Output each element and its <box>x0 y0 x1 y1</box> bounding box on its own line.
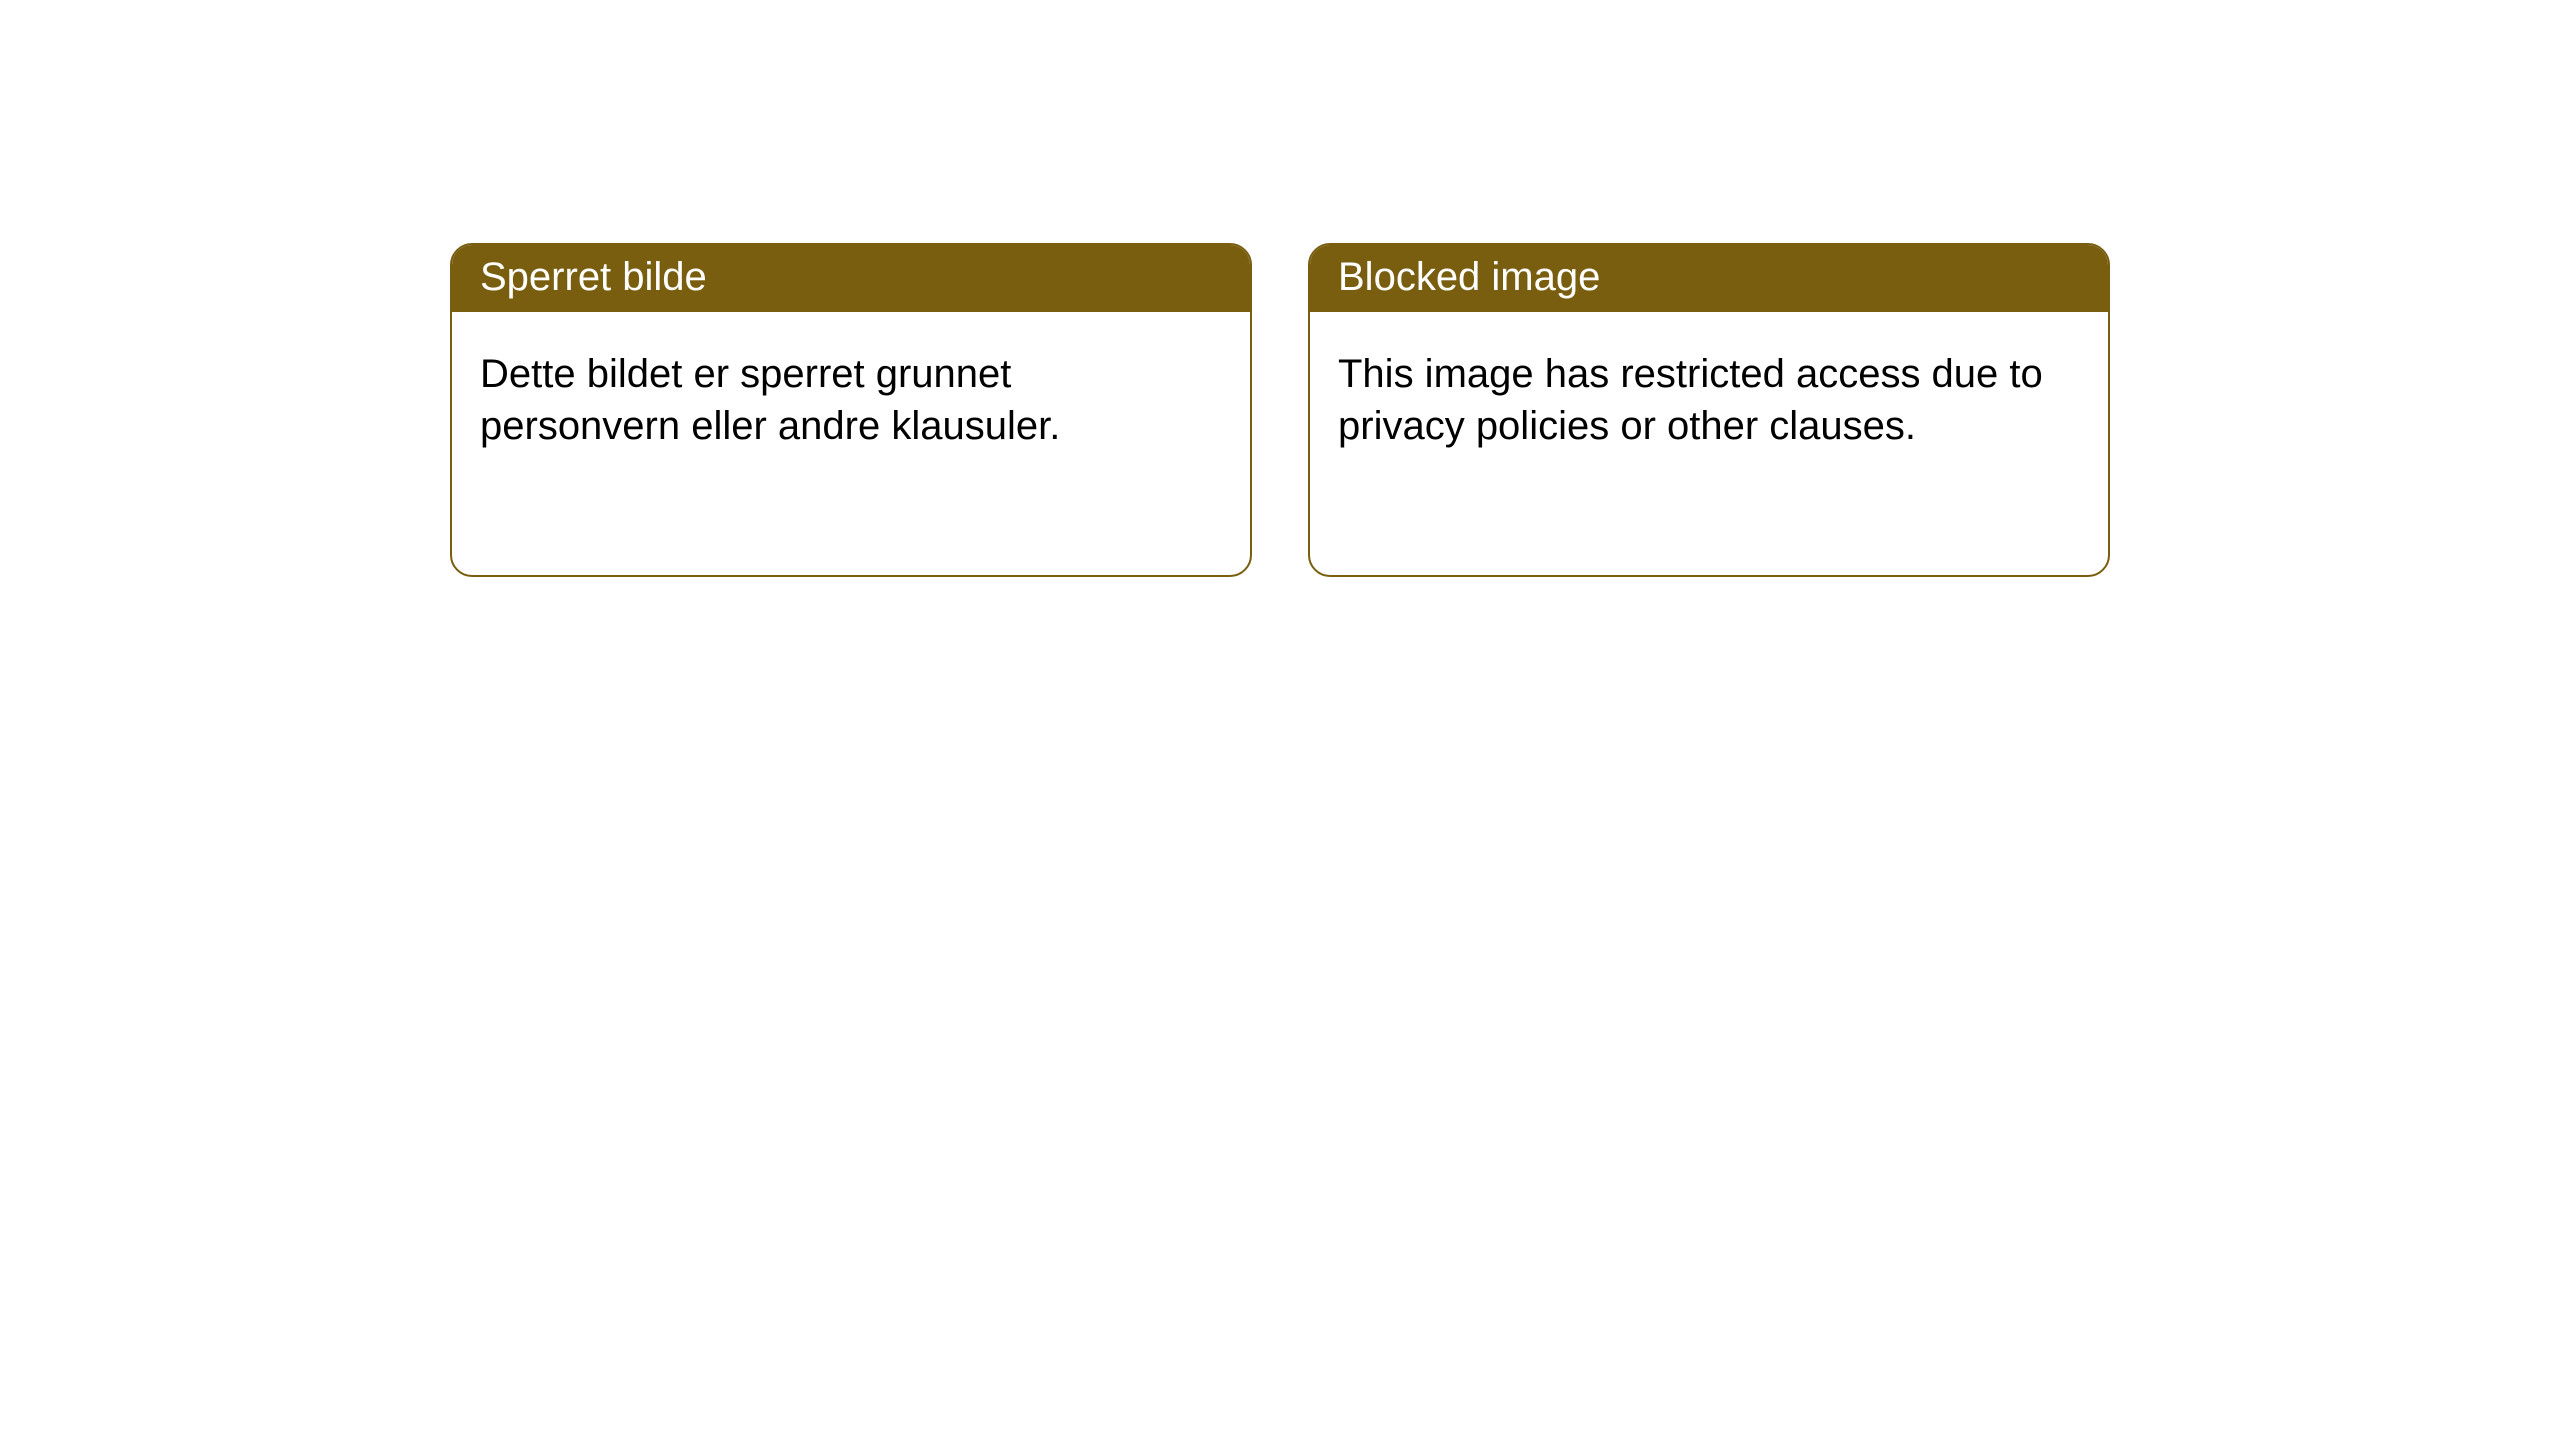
notice-cards-container: Sperret bilde Dette bildet er sperret gr… <box>0 0 2560 577</box>
notice-card-body: Dette bildet er sperret grunnet personve… <box>452 312 1250 480</box>
notice-card-norwegian: Sperret bilde Dette bildet er sperret gr… <box>450 243 1252 577</box>
notice-card-english: Blocked image This image has restricted … <box>1308 243 2110 577</box>
notice-card-header: Sperret bilde <box>452 245 1250 312</box>
notice-card-header: Blocked image <box>1310 245 2108 312</box>
notice-card-body: This image has restricted access due to … <box>1310 312 2108 480</box>
